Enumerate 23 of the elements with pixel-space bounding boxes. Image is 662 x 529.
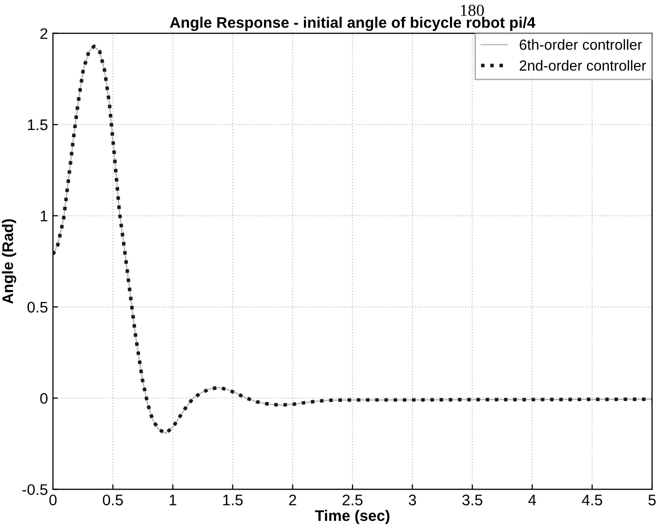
y-tick-label: 0: [40, 392, 48, 404]
y-axis-title: Angle (Rad): [2, 219, 16, 304]
legend-label: 6th-order controller: [520, 39, 642, 50]
x-tick-label: 3: [408, 494, 416, 506]
y-tick-label: -0.5: [22, 484, 48, 496]
y-tick-label: 1: [40, 210, 48, 222]
x-tick-label: 4: [528, 494, 536, 506]
chart-title: Angle Response - initial angle of bicycle robot pi/4: [170, 16, 536, 32]
y-tick-label: 2: [40, 28, 48, 39]
x-tick-label: 5: [648, 494, 656, 506]
x-tick-label: 2.5: [342, 494, 362, 506]
x-tick-label: 1.5: [223, 494, 243, 506]
x-tick-label: 0.5: [102, 494, 123, 506]
y-tick-label: 0.5: [27, 302, 48, 313]
y-tick-label: 1.5: [28, 120, 48, 130]
x-tick-label: 0: [49, 494, 57, 506]
legend-label: 2nd-order controller: [520, 60, 646, 71]
x-axis-title: Time (sec): [315, 510, 390, 524]
x-tick-label: 3.5: [462, 494, 482, 506]
text: 180: [460, 4, 484, 16]
x-tick-label: 1: [170, 494, 176, 506]
x-tick-label: 4.5: [582, 494, 602, 506]
x-tick-label: 2: [289, 494, 296, 506]
